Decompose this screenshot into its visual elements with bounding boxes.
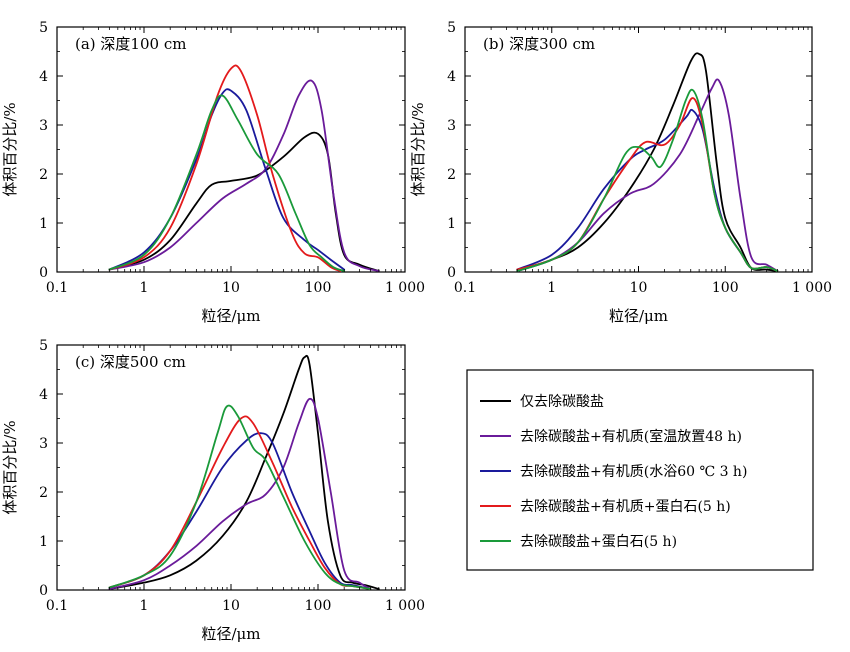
plot-frame: [464, 26, 813, 273]
y-tick-label: 4: [39, 69, 48, 85]
x-tick-label: 1: [140, 280, 149, 296]
y-tick-label: 0: [39, 265, 48, 281]
legend-box: [466, 369, 814, 571]
series-line-5: [108, 94, 346, 272]
x-tick-label: 1 000: [792, 280, 832, 296]
series-line-2: [108, 397, 372, 590]
legend-label: 仅去除碳酸盐: [520, 394, 604, 410]
x-tick-label: 100: [712, 280, 739, 296]
x-tick-label: 0.1: [46, 280, 68, 296]
y-tick-label: 1: [39, 534, 48, 550]
chart-panel-1: 0.1 1 10 100 1 000 0 1 2 3 4 5 (a) 深度100 cm 粒径/μm 体积百…: [1, 20, 425, 325]
panel-title: (a) 深度100 cm: [75, 35, 186, 53]
x-tick-label: 100: [305, 280, 332, 296]
y-tick-label: 1: [39, 216, 48, 232]
panel-title: (b) 深度300 cm: [483, 35, 595, 53]
legend-label: 去除碳酸盐+有机质(室温放置48 h): [520, 428, 742, 445]
y-tick-label: 2: [39, 167, 48, 183]
y-tick-label: 3: [39, 436, 48, 452]
x-tick-label: 1 000: [385, 280, 425, 296]
y-tick-label: 4: [447, 69, 456, 85]
x-tick-label: 1 000: [385, 598, 425, 614]
series-line-2: [516, 78, 779, 272]
legend-label: 去除碳酸盐+有机质+蛋白石(5 h): [520, 499, 731, 515]
x-tick-label: 1: [140, 598, 149, 614]
x-axis-label: 粒径/μm: [201, 625, 260, 643]
y-axis-label: 体积百分比/%: [409, 102, 427, 196]
series-line-4: [108, 64, 342, 272]
x-tick-label: 1: [547, 280, 556, 296]
y-tick-label: 2: [39, 485, 48, 501]
chart-panel-3: 0.1 1 10 100 1 000 0 1 2 3 4 5 (c) 深度500 cm 粒径/μm 体积百…: [1, 338, 425, 643]
x-tick-label: 100: [305, 598, 332, 614]
y-axis-label: 体积百分比/%: [1, 102, 19, 196]
series-line-1: [516, 52, 779, 272]
plot-frame: [56, 26, 406, 273]
x-axis-label: 粒径/μm: [609, 307, 668, 325]
y-tick-label: 0: [447, 265, 456, 281]
x-tick-label: 0.1: [46, 598, 68, 614]
series-line-1: [108, 131, 380, 272]
x-tick-label: 10: [222, 598, 240, 614]
legend-label: 去除碳酸盐+蛋白石(5 h): [520, 534, 677, 550]
y-tick-label: 5: [39, 338, 48, 354]
series-line-5: [516, 88, 779, 272]
y-tick-label: 5: [447, 20, 456, 36]
y-tick-label: 3: [447, 118, 456, 134]
x-tick-label: 10: [222, 280, 240, 296]
series-line-5: [108, 404, 372, 590]
y-tick-label: 5: [39, 20, 48, 36]
y-tick-label: 4: [39, 387, 48, 403]
plot-frame: [56, 344, 406, 591]
y-tick-label: 3: [39, 118, 48, 134]
series-line-2: [108, 79, 380, 272]
x-axis-label: 粒径/μm: [201, 307, 260, 325]
y-tick-label: 0: [39, 583, 48, 599]
y-tick-label: 2: [447, 167, 456, 183]
chart-panel-2: 0.1 1 10 100 1 000 0 1 2 3 4 5 (b) 深度300 cm 粒径/μm 体积百…: [409, 20, 832, 325]
x-tick-label: 0.1: [454, 280, 476, 296]
series-line-4: [108, 415, 372, 590]
y-tick-label: 1: [447, 216, 456, 232]
series-line-1: [108, 354, 380, 590]
x-tick-label: 10: [630, 280, 648, 296]
y-axis-label: 体积百分比/%: [1, 420, 19, 514]
legend-label: 去除碳酸盐+有机质(水浴60 ℃ 3 h): [520, 464, 747, 480]
panel-title: (c) 深度500 cm: [75, 353, 186, 371]
